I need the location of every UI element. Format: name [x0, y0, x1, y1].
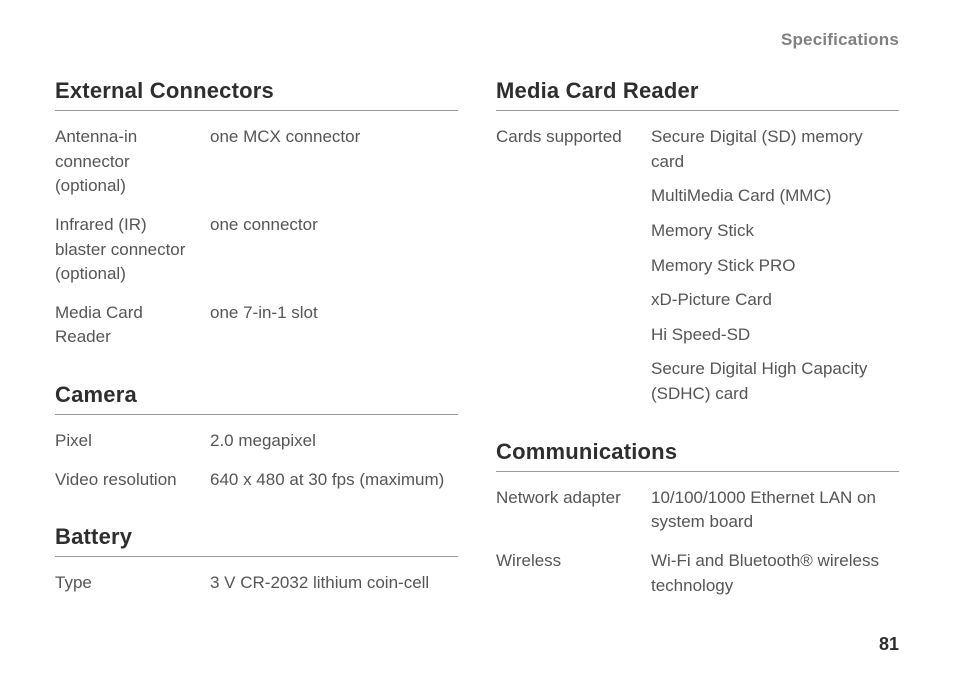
spec-label: Wireless: [496, 549, 651, 598]
spec-row: Media Card Reader one 7-in-1 slot: [55, 297, 458, 360]
spec-value: 640 x 480 at 30 fps (maximum): [210, 468, 458, 493]
section-camera: Camera Pixel 2.0 megapixel Video resolut…: [55, 382, 458, 502]
list-item: Memory Stick PRO: [651, 254, 899, 289]
spec-row: Antenna-in connector (optional) one MCX …: [55, 121, 458, 209]
left-column: External Connectors Antenna-in connector…: [55, 78, 458, 608]
section-title: Communications: [496, 439, 899, 472]
section-battery: Battery Type 3 V CR-2032 lithium coin-ce…: [55, 524, 458, 606]
list-item: Hi Speed-SD: [651, 323, 899, 358]
section-title: Media Card Reader: [496, 78, 899, 111]
spec-row: Pixel 2.0 megapixel: [55, 425, 458, 464]
spec-row: Video resolution 640 x 480 at 30 fps (ma…: [55, 464, 458, 503]
spec-row: Cards supported Secure Digital (SD) memo…: [496, 121, 899, 417]
spec-label: Cards supported: [496, 125, 651, 407]
page-header: Specifications: [55, 30, 899, 50]
spec-value: one MCX connector: [210, 125, 458, 199]
list-item: xD-Picture Card: [651, 288, 899, 323]
spec-label: Network adapter: [496, 486, 651, 535]
spec-label: Media Card Reader: [55, 301, 210, 350]
spec-value: 3 V CR-2032 lithium coin-cell: [210, 571, 458, 596]
spec-value: one 7-in-1 slot: [210, 301, 458, 350]
spec-label: Infrared (IR) blaster connector (optiona…: [55, 213, 210, 287]
right-column: Media Card Reader Cards supported Secure…: [496, 78, 899, 608]
list-item: MultiMedia Card (MMC): [651, 184, 899, 219]
section-external-connectors: External Connectors Antenna-in connector…: [55, 78, 458, 360]
list-item: Secure Digital (SD) memory card: [651, 125, 899, 184]
section-communications: Communications Network adapter 10/100/10…: [496, 439, 899, 609]
page-number: 81: [879, 634, 899, 655]
spec-value: one connector: [210, 213, 458, 287]
spec-value: Wi-Fi and Bluetooth® wireless technology: [651, 549, 899, 598]
spec-row: Type 3 V CR-2032 lithium coin-cell: [55, 567, 458, 606]
section-title: Camera: [55, 382, 458, 415]
spec-row: Network adapter 10/100/1000 Ethernet LAN…: [496, 482, 899, 545]
spec-label: Type: [55, 571, 210, 596]
spec-label: Pixel: [55, 429, 210, 454]
spec-label: Video resolution: [55, 468, 210, 493]
section-title: External Connectors: [55, 78, 458, 111]
content-columns: External Connectors Antenna-in connector…: [55, 78, 899, 608]
spec-label: Antenna-in connector (optional): [55, 125, 210, 199]
spec-value-list: Secure Digital (SD) memory card MultiMed…: [651, 125, 899, 407]
list-item: Secure Digital High Capacity (SDHC) card: [651, 357, 899, 406]
section-title: Battery: [55, 524, 458, 557]
spec-row: Infrared (IR) blaster connector (optiona…: [55, 209, 458, 297]
section-media-card-reader: Media Card Reader Cards supported Secure…: [496, 78, 899, 417]
list-item: Memory Stick: [651, 219, 899, 254]
spec-row: Wireless Wi-Fi and Bluetooth® wireless t…: [496, 545, 899, 608]
spec-value: 10/100/1000 Ethernet LAN on system board: [651, 486, 899, 535]
spec-value: 2.0 megapixel: [210, 429, 458, 454]
